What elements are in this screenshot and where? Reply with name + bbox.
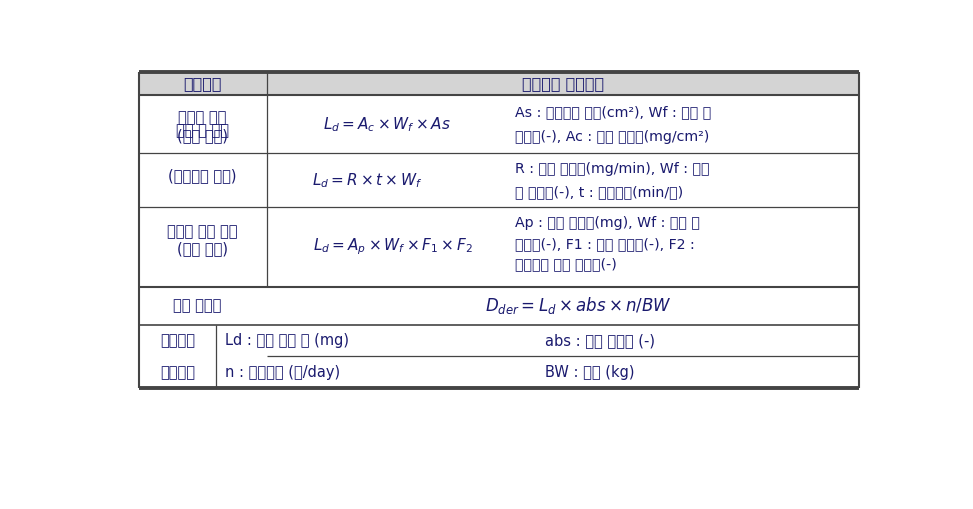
Text: abs : 체내 흡수율 (-): abs : 체내 흡수율 (-) [545,333,655,348]
Text: 성분비(-), F1 : 섬유 잔류비(-), F2 :: 성분비(-), F1 : 섬유 잔류비(-), F2 : [515,237,695,251]
Text: 경피노출 알고리즘: 경피노출 알고리즘 [522,76,603,91]
Text: (스프레이 분사): (스프레이 분사) [168,168,236,183]
Text: (의류 세탁): (의류 세탁) [177,241,228,256]
Text: 섬유를 통한 접촉: 섬유를 통한 접촉 [167,223,237,239]
Text: 경피 노출량: 경피 노출량 [172,298,221,314]
Text: Ld : 피부 접촉 양 (mg): Ld : 피부 접촉 양 (mg) [226,333,349,348]
Text: 노출계수: 노출계수 [160,364,195,380]
Text: 성분비(-), Ac : 제품 점착량(mg/cm²): 성분비(-), Ac : 제품 점착량(mg/cm²) [515,130,708,144]
Text: 액상형 접촉: 액상형 접촉 [178,110,227,125]
Text: $D_{der} = L_d \times abs \times n/BW$: $D_{der} = L_d \times abs \times n/BW$ [485,295,671,317]
Text: 섬유에서 피부 전이비(-): 섬유에서 피부 전이비(-) [515,258,616,271]
Text: n : 사용빈도 (회/day): n : 사용빈도 (회/day) [226,364,341,380]
Text: BW : 체중 (kg): BW : 체중 (kg) [545,364,634,380]
Text: R : 피부 점착량(mg/min), Wf : 제품: R : 피부 점착량(mg/min), Wf : 제품 [515,161,709,176]
Text: As : 피부접촉 면적(cm²), Wf : 제품 중: As : 피부접촉 면적(cm²), Wf : 제품 중 [515,105,711,120]
Bar [139,72,858,95]
Text: $L_d = A_c \times W_f \times As$: $L_d = A_c \times W_f \times As$ [323,115,450,133]
Text: $L_d = A_p \times W_f \times F_1 \times F_2$: $L_d = A_p \times W_f \times F_1 \times … [313,237,473,258]
Text: $L_d = R \times t \times W_f$: $L_d = R \times t \times W_f$ [312,171,422,190]
Text: 시나리오: 시나리오 [183,76,222,91]
Text: 중 성분비(-), t : 사용시간(min/회): 중 성분비(-), t : 사용시간(min/회) [515,185,683,200]
Text: Ap : 제품 사용량(mg), Wf : 제품 중: Ap : 제품 사용량(mg), Wf : 제품 중 [515,216,700,230]
Text: 경피경로: 경피경로 [160,333,195,348]
Text: (세정 작업): (세정 작업) [177,128,228,144]
Text: 분사 중 접촉: 분사 중 접촉 [176,124,229,138]
